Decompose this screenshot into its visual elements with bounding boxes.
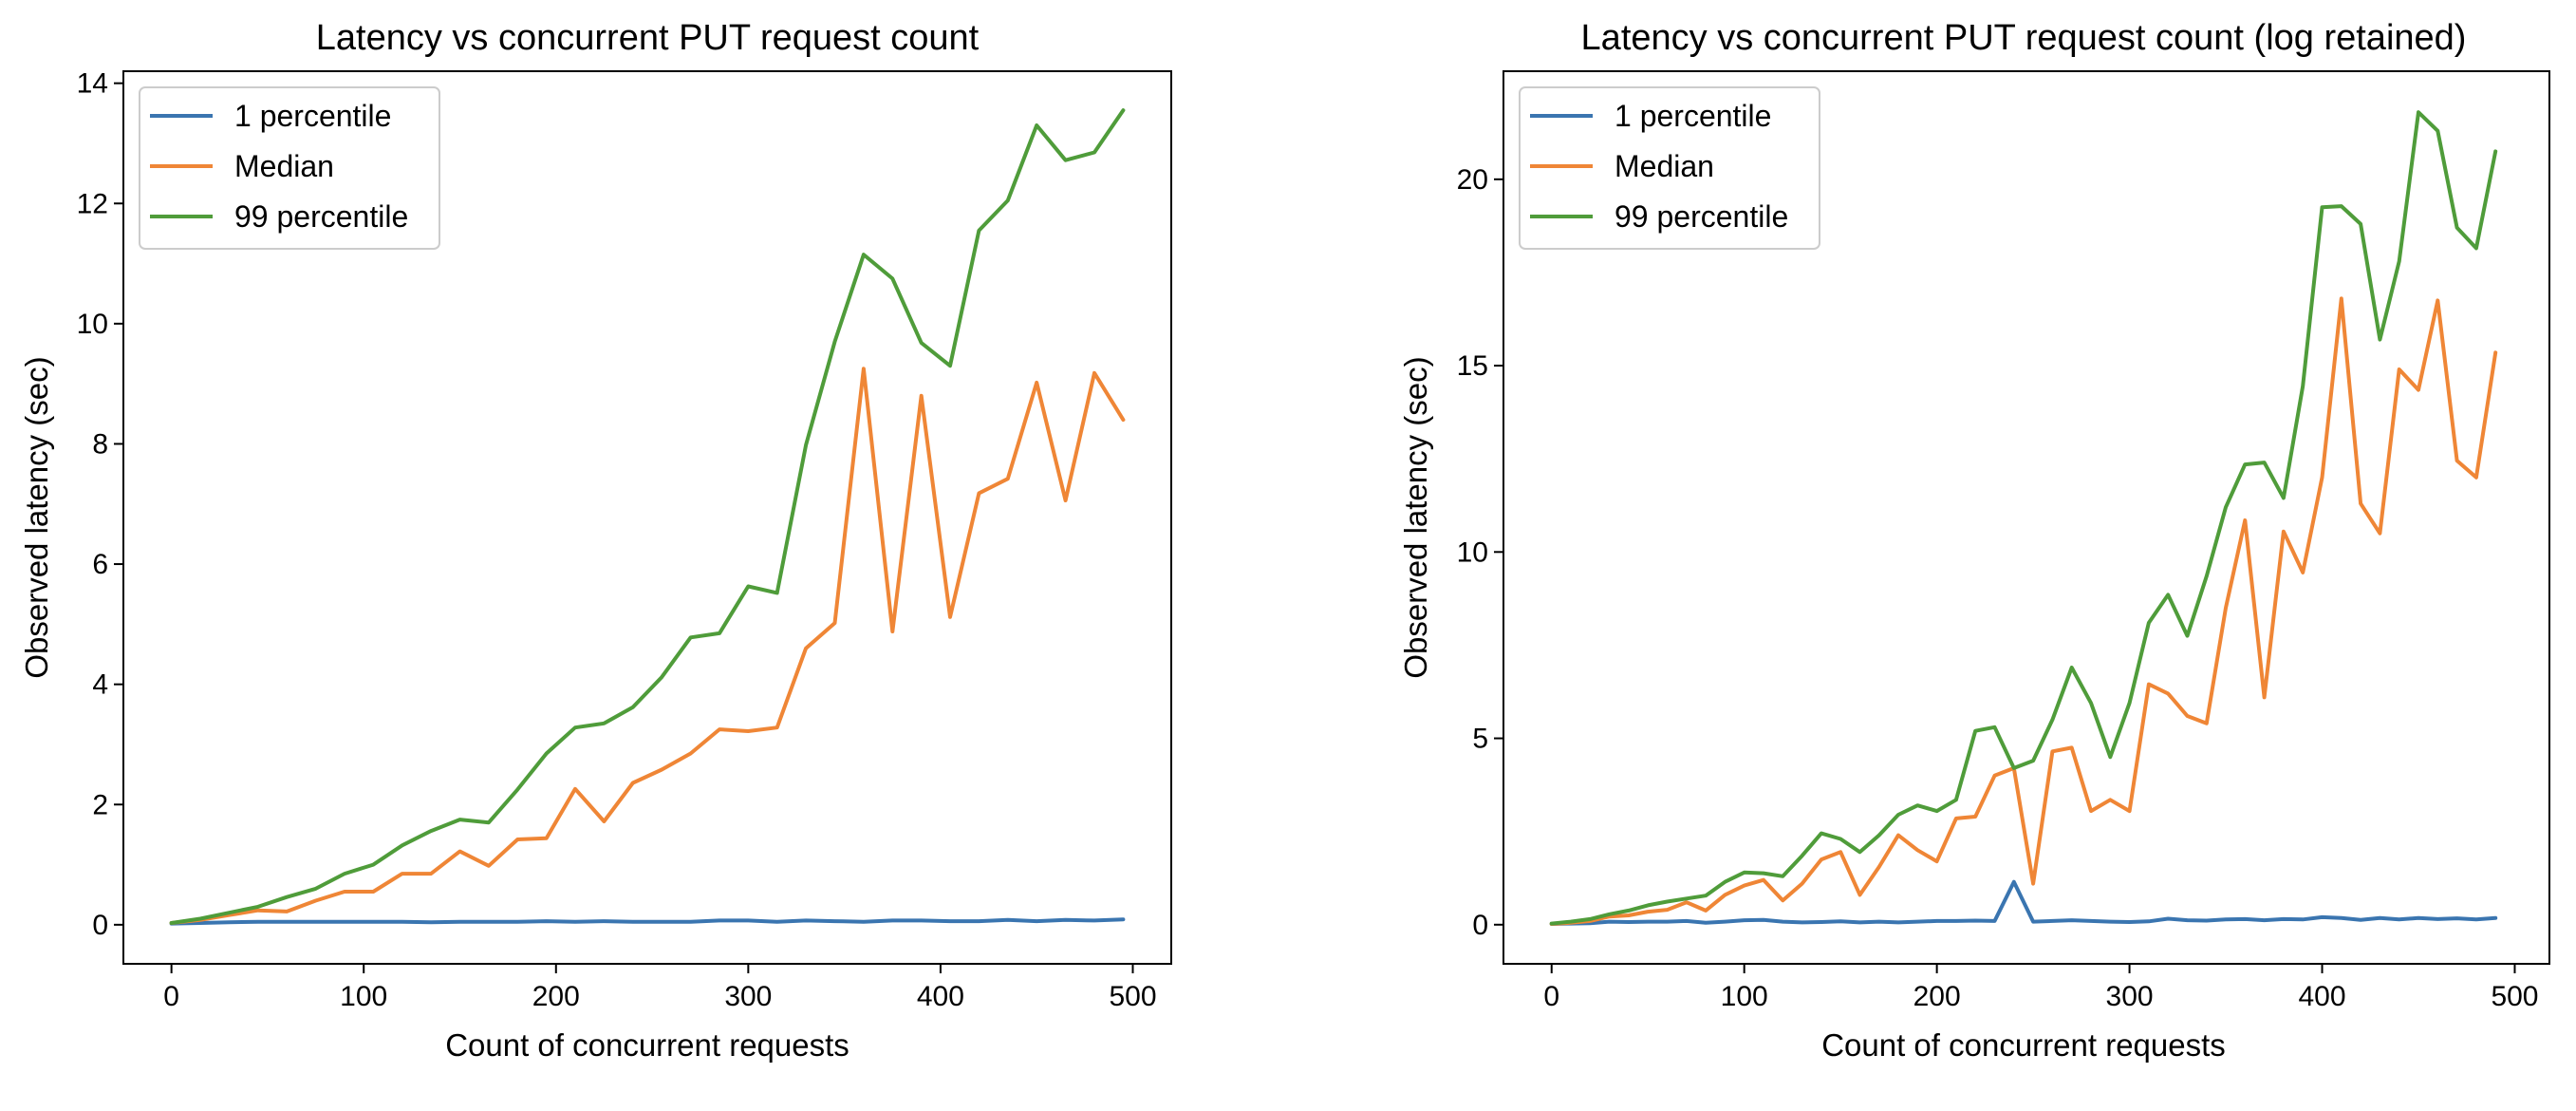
x-axis-ticks: 0 100 200 300 400 500 bbox=[163, 964, 1157, 1012]
x-tick-label: 0 bbox=[163, 981, 179, 1012]
legend-label-1-percentile: 1 percentile bbox=[234, 99, 391, 133]
series-line-99-percentile bbox=[169, 108, 1126, 925]
x-tick-label: 0 bbox=[1543, 981, 1559, 1012]
y-tick-label: 12 bbox=[77, 188, 108, 219]
x-axis-label: Count of concurrent requests bbox=[445, 1027, 849, 1063]
x-tick-label: 300 bbox=[724, 981, 772, 1012]
x-tick-label: 400 bbox=[917, 981, 964, 1012]
y-tick-label: 14 bbox=[77, 68, 108, 100]
x-axis-label: Count of concurrent requests bbox=[1821, 1027, 2226, 1063]
y-tick-label: 5 bbox=[1472, 724, 1488, 755]
y-tick-label: 20 bbox=[1457, 164, 1488, 196]
series-lines bbox=[169, 108, 1126, 926]
series-line-median bbox=[1549, 296, 2498, 926]
legend-box bbox=[1519, 86, 1820, 250]
legend: 1 percentile Median 99 percentile bbox=[139, 86, 440, 250]
series-lines bbox=[1549, 110, 2498, 926]
x-axis-ticks: 0 100 200 300 400 500 bbox=[1543, 964, 2539, 1012]
y-tick-label: 15 bbox=[1457, 350, 1488, 382]
chart-panel-latency: Latency vs concurrent PUT request count … bbox=[19, 18, 1172, 1063]
legend-label-median: Median bbox=[1615, 149, 1714, 183]
y-tick-label: 0 bbox=[1472, 910, 1488, 941]
legend-label-99-percentile: 99 percentile bbox=[1615, 199, 1788, 234]
series-line-99-percentile bbox=[1549, 110, 2498, 926]
y-tick-label: 10 bbox=[77, 309, 108, 340]
x-tick-label: 500 bbox=[1109, 981, 1156, 1012]
x-tick-label: 400 bbox=[2298, 981, 2345, 1012]
y-tick-label: 10 bbox=[1457, 537, 1488, 568]
chart-title: Latency vs concurrent PUT request count … bbox=[1581, 18, 2467, 58]
plot-frame bbox=[122, 70, 1172, 965]
x-tick-label: 200 bbox=[1913, 981, 1961, 1012]
y-tick-label: 2 bbox=[92, 789, 108, 820]
series-line-1-percentile bbox=[1549, 879, 2498, 926]
y-tick-label: 6 bbox=[92, 549, 108, 580]
chart-panel-latency-log-retained: Latency vs concurrent PUT request count … bbox=[1398, 18, 2550, 1063]
legend: 1 percentile Median 99 percentile bbox=[1519, 86, 1820, 250]
chart-title: Latency vs concurrent PUT request count bbox=[316, 18, 980, 58]
plot-frame bbox=[1503, 70, 2550, 965]
series-line-median bbox=[169, 367, 1126, 925]
y-axis-ticks: 0 5 10 15 20 bbox=[1457, 164, 1503, 941]
legend-box bbox=[139, 86, 440, 250]
legend-label-median: Median bbox=[234, 149, 334, 183]
series-line-1-percentile bbox=[169, 917, 1126, 926]
legend-label-1-percentile: 1 percentile bbox=[1615, 99, 1771, 133]
legend-label-99-percentile: 99 percentile bbox=[234, 199, 408, 234]
x-tick-label: 100 bbox=[340, 981, 387, 1012]
x-tick-label: 100 bbox=[1721, 981, 1768, 1012]
y-tick-label: 8 bbox=[92, 428, 108, 460]
y-tick-label: 4 bbox=[92, 669, 108, 701]
x-tick-label: 300 bbox=[2106, 981, 2154, 1012]
y-axis-label: Observed latency (sec) bbox=[1398, 356, 1433, 678]
y-axis-ticks: 0 2 4 6 8 10 12 14 bbox=[77, 68, 123, 941]
y-tick-label: 0 bbox=[92, 910, 108, 941]
x-tick-label: 200 bbox=[532, 981, 580, 1012]
y-axis-label: Observed latency (sec) bbox=[19, 356, 54, 678]
x-tick-label: 500 bbox=[2491, 981, 2538, 1012]
